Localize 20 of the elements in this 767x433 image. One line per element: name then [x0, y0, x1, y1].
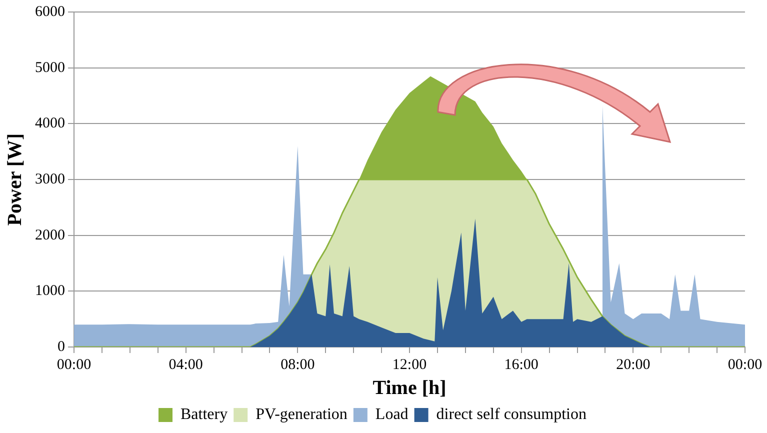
x-tick-label: 16:00 — [504, 356, 538, 373]
x-tick-label: 20:00 — [616, 356, 650, 373]
x-tick-label: 00:00 — [56, 356, 92, 373]
y-tick-label: 4000 — [35, 116, 65, 132]
x-tick-label: 04:00 — [168, 356, 203, 373]
legend-label: Load — [375, 406, 408, 424]
legend-label: Battery — [180, 406, 228, 424]
y-tick-label: 5000 — [35, 60, 65, 76]
y-axis-title: Power [W] — [4, 133, 26, 226]
y-tick-label: 2000 — [35, 227, 65, 244]
y-tick-label: 3000 — [35, 171, 65, 188]
x-tick-label: 00:00 — [728, 356, 762, 373]
x-axis-title: Time [h] — [372, 377, 446, 400]
y-tick-label: 6000 — [35, 4, 65, 20]
x-tick-label: 12:00 — [392, 356, 427, 373]
legend-label: PV-generation — [256, 406, 348, 424]
legend-label: direct self consumption — [436, 406, 586, 424]
x-tick-label: 08:00 — [280, 356, 315, 373]
y-tick-label: 0 — [58, 338, 65, 355]
y-tick-label: 1000 — [35, 283, 65, 300]
